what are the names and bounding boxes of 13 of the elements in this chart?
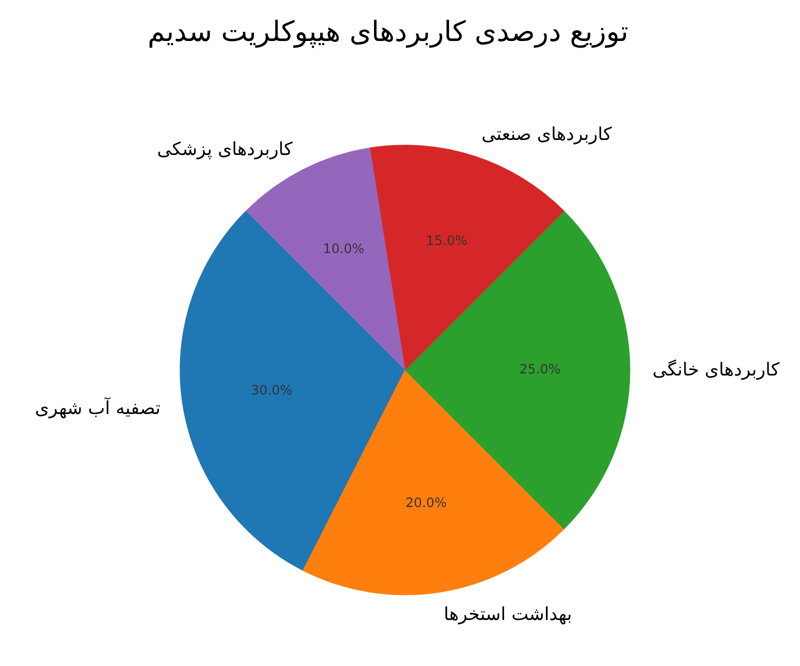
data-label: 20.0% xyxy=(405,496,447,511)
slice-label: تصفیه آب شهری xyxy=(34,397,161,420)
slice-label: بهداشت استخرها xyxy=(444,604,572,625)
slice-label: کاربردهای صنعتی xyxy=(481,124,612,146)
chart-title: توزیع درصدی کاربردهای هیپوکلریت سدیم xyxy=(146,14,630,50)
data-label: 10.0% xyxy=(323,242,364,258)
pie-slice xyxy=(404,210,630,530)
slice-label: کاربردهای پزشکی xyxy=(157,138,294,160)
data-label: 15.0% xyxy=(426,234,468,250)
pie-slice xyxy=(180,210,406,571)
data-label: 30.0% xyxy=(251,384,292,399)
data-label: 25.0% xyxy=(519,362,561,378)
slice-label: کاربردهای خانگی xyxy=(652,358,780,380)
